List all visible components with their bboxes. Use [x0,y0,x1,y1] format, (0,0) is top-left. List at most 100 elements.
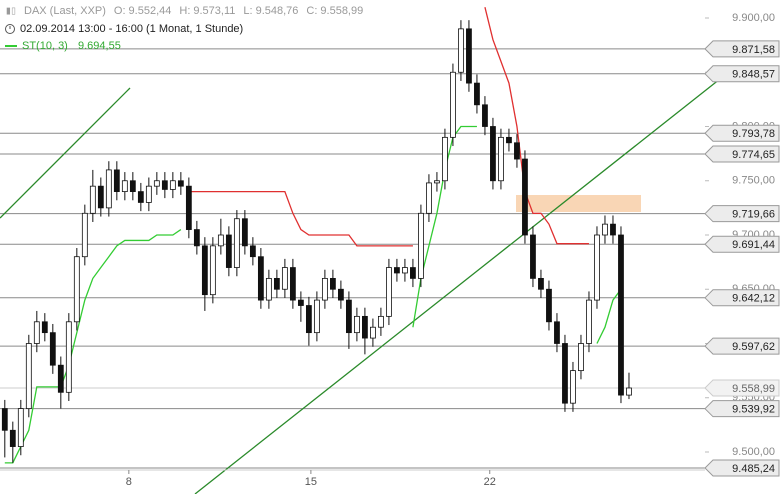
candle-body [201,245,208,296]
candle-body [209,245,216,296]
level-label: 9.642,12 [732,293,775,305]
candle-body [594,234,600,301]
symbol: DAX (Last, XXP) [24,5,106,17]
candle-body [466,28,472,84]
candle-body [121,180,128,193]
candle-body [354,315,360,334]
supertrend-down [188,190,413,247]
candle-body [57,364,64,393]
candle-body [169,180,176,190]
candles [1,7,632,464]
candle-body [394,267,400,274]
candle-body [281,267,288,290]
candle-body [193,229,200,247]
candle-body [345,299,352,334]
ohlc-value: 9.573,11 [193,5,235,17]
candle-body [538,277,544,290]
level-box [704,124,780,142]
candle-body [370,326,376,339]
candle-body [450,71,456,138]
candle-body [161,180,168,190]
period: 02.09.2014 13:00 - 16:00 (1 Monat, 1 Stu… [20,23,243,35]
candle-body [241,218,248,247]
candle-body [570,370,576,404]
ohlc-value: 9.552,44 [129,5,172,17]
level-label: 9.774,65 [732,149,775,161]
candle-body [289,267,296,301]
candle-body [233,218,240,268]
level-box [704,379,780,397]
candle-body [618,234,624,396]
candle-body [434,180,440,184]
candle-body [554,321,560,344]
candle-body [273,277,280,290]
level-box [704,459,780,477]
candle-body [578,343,584,372]
candle-body [185,185,192,230]
candle-body [257,256,264,301]
candle-body [426,182,432,214]
candle-body [225,234,232,268]
level-box [704,65,780,83]
candle-body [105,169,112,209]
candle-body [129,180,136,193]
candle-body [305,305,312,334]
level-box [704,289,780,307]
candle-body [41,321,48,334]
candle-body [602,223,608,236]
channel-line-lower [194,74,726,494]
st-legend-name: ST(10, 3) [22,40,68,52]
header: ▮▯ DAX (Last, XXP) 02.09.2014 13:00 - 16… [5,5,363,52]
candle-body [490,126,496,182]
level-label: 9.691,44 [732,239,775,251]
candle-body [145,185,152,203]
y-tick-label: 9.900,00 [732,12,775,24]
candle-body [514,142,520,160]
candle-body [506,136,512,144]
candle-body [610,223,616,236]
candle-body [626,387,632,396]
candle-body [378,315,384,328]
candle-body [530,234,536,279]
x-tick-label: 8 [126,476,132,488]
candle-body [402,267,408,274]
candle-body [418,212,424,279]
y-tick-label: 9.750,00 [732,175,775,187]
candle-body [137,191,144,203]
candle-body [442,136,448,182]
level-box [704,205,780,223]
candle-body [586,299,592,344]
resistance-zone [516,195,641,212]
level-label: 9.871,58 [732,44,775,56]
candle-body [265,277,272,301]
x-tick-label: 15 [305,476,317,488]
candle-body [297,299,304,306]
candle-body [81,212,88,258]
candle-body [1,408,8,431]
candle-body [17,408,24,447]
ohlc-value: 9.548,76 [256,5,299,17]
level-box [704,400,780,418]
candle-body [9,429,16,447]
candle-body [474,82,480,106]
level-label: 9.539,92 [732,404,775,416]
candle-body [49,332,56,366]
st-legend-value: 9.694,55 [78,40,121,52]
plot-background [0,48,705,469]
candle-body [89,185,96,214]
level-label: 9.719,66 [732,209,775,221]
level-label: 9.793,78 [732,128,775,140]
candle-body [498,136,504,182]
level-box [704,40,780,58]
candle-body [25,343,32,409]
supertrend-up [4,229,182,464]
candle-body [410,267,416,279]
ohlc-key: C: [306,5,317,17]
level-label: 9.558,99 [732,383,775,395]
channel-line-upper [0,87,131,219]
supertrend-up [596,288,622,344]
ohlc-key: L: [243,5,252,17]
candle-body [33,321,40,344]
candle-body [313,299,320,334]
